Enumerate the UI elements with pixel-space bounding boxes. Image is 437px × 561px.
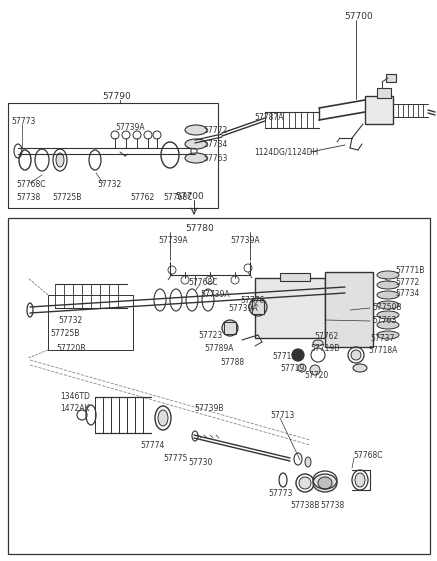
Ellipse shape — [351, 350, 361, 360]
Text: 57771B: 57771B — [395, 265, 424, 274]
Text: 57780: 57780 — [185, 223, 214, 232]
Ellipse shape — [377, 331, 399, 339]
Text: 57739A: 57739A — [200, 289, 229, 298]
Bar — [224, 322, 236, 334]
Text: 1124DG/1124DH: 1124DG/1124DH — [254, 148, 318, 157]
Text: 57768C: 57768C — [163, 192, 193, 201]
Text: 57732: 57732 — [97, 180, 121, 188]
Text: 57719: 57719 — [280, 364, 304, 373]
Bar — [325, 272, 373, 347]
Ellipse shape — [313, 340, 323, 346]
Ellipse shape — [377, 281, 399, 289]
Ellipse shape — [185, 125, 207, 135]
Ellipse shape — [353, 364, 367, 372]
Text: 57739A: 57739A — [115, 122, 145, 131]
Ellipse shape — [377, 301, 399, 309]
Text: 57720B: 57720B — [56, 343, 85, 352]
Text: 57734: 57734 — [395, 288, 420, 297]
Ellipse shape — [185, 139, 207, 149]
Bar — [377, 88, 391, 98]
Bar — [8, 103, 218, 208]
Text: 57790: 57790 — [102, 91, 131, 100]
Text: 57768C: 57768C — [353, 450, 382, 459]
Bar — [8, 218, 430, 554]
Text: 57774: 57774 — [140, 440, 164, 449]
Text: 57738: 57738 — [16, 192, 40, 201]
Text: 57763: 57763 — [203, 154, 227, 163]
Bar — [365, 96, 393, 124]
Text: 57739A: 57739A — [228, 304, 258, 312]
Ellipse shape — [299, 477, 311, 489]
Ellipse shape — [355, 473, 365, 487]
Text: 57713: 57713 — [270, 411, 294, 420]
Ellipse shape — [249, 298, 267, 316]
Text: 1472AK: 1472AK — [60, 403, 90, 412]
Text: 57768C: 57768C — [16, 180, 45, 188]
Text: 57723: 57723 — [198, 330, 222, 339]
Ellipse shape — [313, 474, 337, 492]
Text: 57789A: 57789A — [204, 343, 233, 352]
Ellipse shape — [298, 364, 306, 372]
Bar — [252, 300, 264, 314]
Text: 57788: 57788 — [220, 357, 244, 366]
Ellipse shape — [377, 271, 399, 279]
Ellipse shape — [318, 477, 332, 489]
Text: 57739B: 57739B — [194, 403, 223, 412]
Text: 57772: 57772 — [203, 126, 227, 135]
Text: 57732: 57732 — [58, 315, 82, 324]
Text: 57720: 57720 — [304, 370, 328, 379]
Ellipse shape — [185, 153, 207, 163]
Text: 57772: 57772 — [395, 278, 419, 287]
Text: 57762: 57762 — [314, 332, 338, 341]
Ellipse shape — [56, 153, 64, 167]
Text: 57773: 57773 — [11, 117, 35, 126]
Text: 57773: 57773 — [268, 489, 292, 498]
Text: 57725B: 57725B — [50, 329, 80, 338]
Bar — [255, 278, 325, 338]
Text: 57719B: 57719B — [310, 343, 340, 352]
Text: 57713C: 57713C — [272, 352, 302, 361]
Text: 57700: 57700 — [175, 191, 204, 200]
Text: 57763: 57763 — [372, 315, 396, 324]
Text: 57739A: 57739A — [230, 236, 260, 245]
Text: 57762: 57762 — [130, 192, 154, 201]
Text: 57718A: 57718A — [368, 346, 397, 355]
Text: 1346TD: 1346TD — [60, 392, 90, 401]
Ellipse shape — [377, 321, 399, 329]
Text: 57738B: 57738B — [290, 500, 319, 509]
Text: 57787A: 57787A — [254, 113, 284, 122]
Bar — [386, 74, 396, 82]
Text: 57776: 57776 — [240, 296, 264, 305]
Text: 57700: 57700 — [344, 11, 373, 21]
Text: 57725B: 57725B — [52, 192, 81, 201]
Ellipse shape — [158, 410, 168, 426]
Ellipse shape — [377, 291, 399, 299]
Text: 57730: 57730 — [188, 458, 212, 467]
Text: 57775: 57775 — [163, 453, 187, 462]
Text: 57739A: 57739A — [158, 236, 187, 245]
Bar — [280, 273, 310, 281]
Text: 57768C: 57768C — [188, 278, 218, 287]
Bar — [48, 295, 133, 350]
Text: 57750B: 57750B — [372, 302, 402, 311]
Ellipse shape — [305, 457, 311, 467]
Text: 57734: 57734 — [203, 140, 227, 149]
Circle shape — [292, 349, 304, 361]
Text: 57737: 57737 — [370, 333, 394, 343]
Text: 57738: 57738 — [320, 500, 344, 509]
Ellipse shape — [222, 320, 238, 336]
Ellipse shape — [377, 311, 399, 319]
Ellipse shape — [310, 365, 320, 375]
